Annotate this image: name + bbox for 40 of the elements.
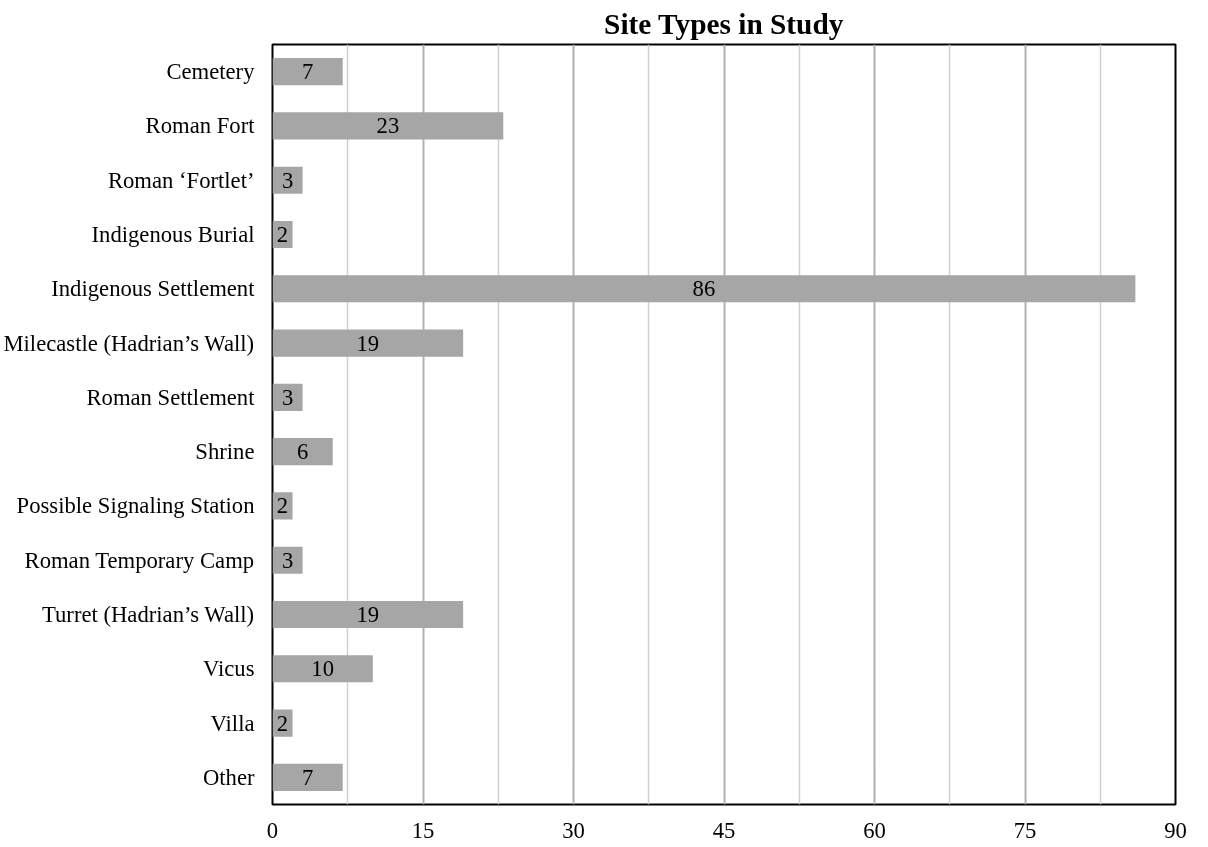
y-tick-label: Cemetery	[166, 59, 256, 85]
y-tick-label: Villa	[210, 710, 255, 736]
x-tick-label: 30	[562, 817, 585, 843]
x-tick-label: 75	[1013, 817, 1037, 843]
y-tick-label: Indigenous Settlement	[51, 276, 256, 302]
data-label: 2	[276, 493, 289, 519]
y-tick-label: Indigenous Burial	[91, 222, 255, 247]
data-label: 7	[301, 59, 314, 85]
data-label: 86	[692, 276, 716, 302]
bar	[272, 438, 333, 466]
data-label: 3	[281, 547, 294, 573]
data-label: 3	[281, 167, 294, 193]
y-tick-label: Other	[202, 764, 255, 790]
y-tick-label: Vicus	[203, 656, 255, 682]
chart-title: Site Types in Study	[604, 7, 844, 40]
bar	[272, 763, 343, 791]
data-label: 19	[356, 330, 380, 356]
data-label: 19	[356, 602, 380, 627]
bar	[272, 655, 373, 683]
y-tick-label: Roman ‘Fortlet’	[107, 167, 255, 193]
y-tick-label: Turret (Hadrian’s Wall)	[41, 602, 255, 627]
y-tick-label: Roman Temporary Camp	[24, 547, 255, 573]
y-tick-label: Roman Settlement	[86, 384, 256, 410]
data-label: 7	[301, 764, 314, 790]
bar	[272, 58, 343, 86]
x-tick-label: 60	[863, 817, 886, 843]
y-tick-label: Possible Signaling Station	[16, 493, 255, 519]
x-tick-label: 0	[266, 817, 279, 843]
x-tick-label: 45	[712, 817, 736, 843]
data-label: 2	[276, 710, 289, 736]
data-label: 10	[311, 656, 334, 682]
y-tick-label: Shrine	[195, 439, 255, 465]
data-label: 23	[376, 113, 400, 139]
x-tick-label: 15	[411, 817, 435, 843]
y-tick-label: Roman Fort	[145, 113, 256, 139]
y-tick-label: Milecastle (Hadrian’s Wall)	[3, 330, 255, 356]
x-tick-label: 90	[1164, 817, 1187, 843]
data-label: 6	[296, 439, 309, 465]
data-label: 2	[276, 222, 289, 247]
data-label: 3	[281, 384, 294, 410]
